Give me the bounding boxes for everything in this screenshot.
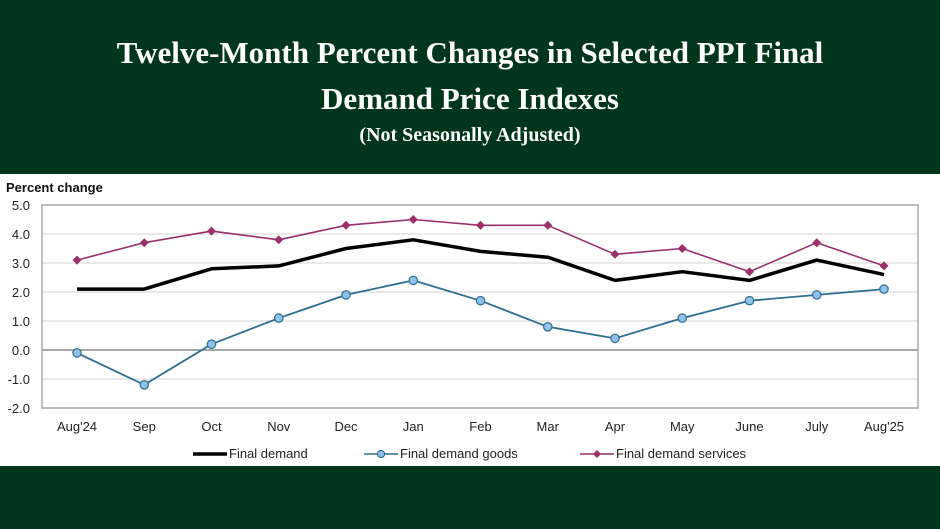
- footer-band: [0, 466, 940, 529]
- final-demand-services-point: [207, 226, 216, 236]
- chart-panel: Percent change 5.0 4.0 3.0 2.0 1.0 0.0 -1.0 -2.…: [0, 174, 940, 466]
- legend: Final demand Final demand goods Final dema…: [193, 446, 747, 461]
- final-demand-goods-point: [542, 322, 553, 332]
- y-tick-label: 2.0: [12, 285, 30, 300]
- y-tick-label: -1.0: [8, 372, 30, 387]
- final-demand-goods-point: [139, 380, 150, 390]
- final-demand-services-point: [879, 261, 889, 271]
- final-demand-goods-point: [408, 275, 419, 286]
- x-axis-ticks: Aug'24 Sep Oct Nov Dec Jan Feb Mar Apr May June Jul…: [57, 419, 904, 434]
- x-tick-label: Dec: [334, 419, 358, 434]
- final-demand-services-point: [274, 235, 284, 245]
- x-tick-label: Oct: [201, 419, 222, 434]
- final-demand-goods-point: [273, 313, 284, 323]
- final-demand-services-point: [476, 220, 485, 230]
- final-demand-goods-point: [475, 295, 486, 306]
- x-tick-label: Apr: [605, 419, 626, 434]
- x-tick-label: Sep: [133, 419, 156, 434]
- final-demand-goods-point: [677, 313, 688, 323]
- chart-title-line1: Twelve-Month Percent Changes in Selected…: [116, 35, 824, 70]
- final-demand-goods-point: [206, 339, 217, 349]
- legend-diamond-marker: [593, 450, 601, 458]
- final-demand-services-point: [745, 267, 754, 277]
- legend-final-demand-goods-label: Final demand goods: [400, 446, 518, 461]
- x-tick-label: Aug'24: [57, 419, 97, 434]
- y-tick-label: 4.0: [12, 227, 30, 242]
- final-demand-services-point: [543, 220, 553, 230]
- final-demand-goods-point: [811, 290, 822, 300]
- final-demand-services-point: [408, 215, 418, 224]
- x-tick-label: May: [670, 419, 695, 434]
- legend-circle-marker: [376, 449, 386, 459]
- final-demand-goods-point: [879, 284, 889, 294]
- y-axis-ticks: 5.0 4.0 3.0 2.0 1.0 0.0 -1.0 -2.0: [8, 198, 30, 416]
- legend-final-demand-services-label: Final demand services: [616, 446, 747, 461]
- final-demand-line: [77, 238, 885, 291]
- x-tick-label: June: [735, 419, 763, 434]
- line-chart: Percent change 5.0 4.0 3.0 2.0 1.0 0.0 -1.0 -2.…: [6, 180, 919, 461]
- x-tick-label: Aug'25: [864, 419, 904, 434]
- x-tick-label: July: [805, 419, 829, 434]
- x-tick-label: Feb: [469, 419, 491, 434]
- legend-final-demand-label: Final demand: [229, 446, 308, 461]
- y-axis-label: Percent change: [6, 180, 103, 195]
- x-tick-label: Jan: [403, 419, 424, 434]
- y-tick-label: 3.0: [12, 256, 30, 271]
- y-tick-label: 1.0: [12, 314, 30, 329]
- final-demand-goods-point: [72, 348, 82, 358]
- gridlines: [41, 204, 919, 409]
- series-group: [72, 215, 889, 390]
- final-demand-services-point: [812, 238, 822, 248]
- plot-frame: [41, 204, 919, 409]
- y-tick-label: -2.0: [8, 401, 30, 416]
- final-demand-services-point: [677, 244, 687, 253]
- final-demand-services-point: [139, 238, 149, 248]
- final-demand-services-point: [610, 249, 620, 259]
- y-tick-label: 5.0: [12, 198, 30, 213]
- final-demand-goods-point: [341, 290, 351, 300]
- final-demand-services-point: [341, 220, 351, 230]
- x-tick-label: Mar: [537, 419, 560, 434]
- final-demand-goods-point: [744, 295, 755, 306]
- chart-title-line2: Demand Price Indexes: [321, 81, 619, 116]
- x-tick-label: Nov: [267, 419, 291, 434]
- header-banner: Twelve-Month Percent Changes in Selected…: [0, 0, 940, 174]
- final-demand-goods-point: [610, 333, 620, 344]
- final-demand-services-point: [72, 255, 82, 265]
- chart-subtitle: (Not Seasonally Adjusted): [359, 124, 581, 146]
- y-tick-label: 0.0: [12, 343, 30, 358]
